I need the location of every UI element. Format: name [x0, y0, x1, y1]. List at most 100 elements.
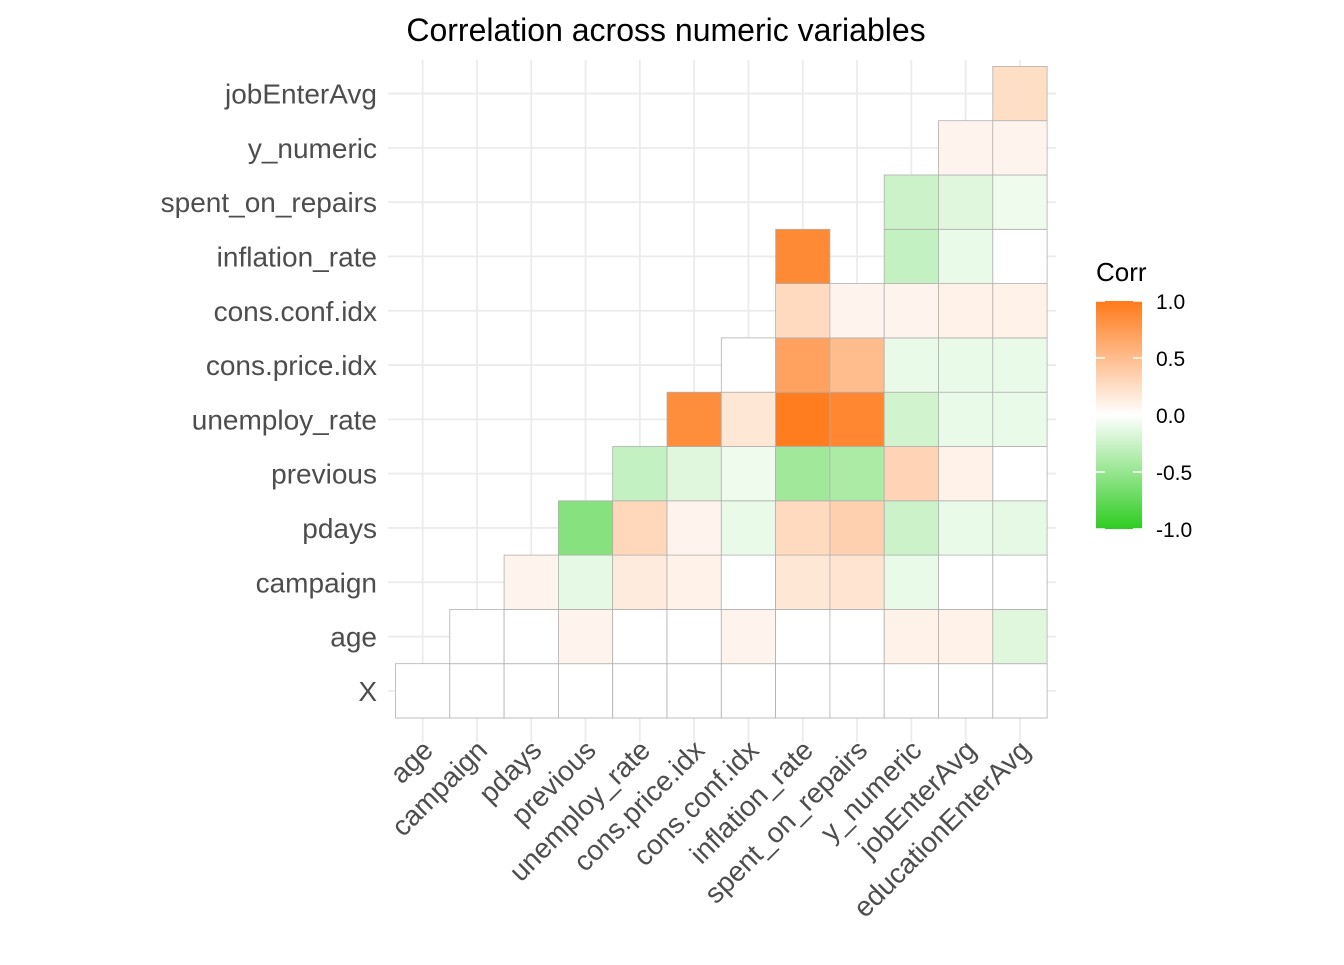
heatmap-cell: [938, 554, 994, 610]
heatmap-cell: [883, 554, 939, 610]
legend-tick-label: 0.0: [1156, 405, 1185, 428]
heatmap-cell: [720, 609, 776, 665]
heatmap-cell: [992, 228, 1048, 285]
heatmap-cell: [612, 609, 668, 665]
heatmap-cell: [775, 283, 831, 339]
heatmap-cell: [720, 663, 776, 719]
y-tick-label: jobEnterAvg: [224, 79, 377, 110]
heatmap-cell: [558, 554, 614, 610]
heatmap-cell: [883, 391, 939, 447]
y-tick-label: inflation_rate: [217, 241, 377, 272]
heatmap-cell: [992, 609, 1048, 665]
heatmap-cell: [666, 391, 722, 447]
heatmap-cell: [992, 391, 1048, 447]
heatmap-cell: [775, 500, 831, 556]
heatmap-cell: [883, 174, 939, 230]
heatmap-cells: [395, 66, 1048, 719]
heatmap-cell: [992, 174, 1048, 230]
heatmap-cell: [558, 663, 614, 719]
heatmap-cell: [883, 228, 939, 285]
heatmap-cell: [883, 500, 939, 556]
legend-tick-label: 0.5: [1156, 348, 1185, 371]
legend-tick-label: -1.0: [1156, 519, 1192, 542]
heatmap-cell: [992, 554, 1048, 610]
heatmap-cell: [992, 283, 1048, 339]
heatmap-cell: [938, 500, 994, 556]
heatmap-cell: [775, 554, 831, 610]
heatmap-cell: [992, 500, 1048, 556]
heatmap-cell: [938, 283, 994, 339]
heatmap-cell: [883, 337, 939, 393]
legend-tick-label: 1.0: [1156, 291, 1185, 314]
heatmap-cell: [992, 663, 1048, 719]
heatmap-cell: [612, 446, 668, 502]
heatmap-cell: [612, 500, 668, 556]
y-tick-label: cons.price.idx: [206, 350, 377, 381]
x-axis-tick-labels: agecampaignpdayspreviousunemploy_ratecon…: [384, 734, 1036, 923]
heatmap-cell: [775, 337, 831, 393]
heatmap-cell: [883, 609, 939, 665]
heatmap-cell: [775, 609, 831, 665]
legend-ticks: 1.0 0.5 0.0 -0.5 -1.0: [1096, 291, 1192, 542]
heatmap-cell: [612, 663, 668, 719]
y-tick-label: unemploy_rate: [192, 404, 377, 435]
heatmap-cell: [775, 446, 831, 502]
heatmap-cell: [449, 609, 505, 665]
y-tick-label: previous: [271, 459, 377, 490]
legend-tick-label: -0.5: [1156, 462, 1192, 485]
y-tick-label: age: [330, 622, 377, 653]
heatmap-cell: [666, 446, 722, 502]
heatmap-cell: [829, 446, 885, 502]
y-tick-label: y_numeric: [248, 133, 377, 164]
heatmap-cell: [938, 120, 994, 176]
heatmap-cell: [449, 663, 505, 719]
heatmap-cell: [720, 391, 776, 447]
y-tick-label: cons.conf.idx: [214, 296, 377, 327]
heatmap-cell: [558, 609, 614, 665]
heatmap-cell: [829, 663, 885, 719]
y-tick-label: spent_on_repairs: [161, 187, 377, 218]
y-tick-label: pdays: [302, 513, 377, 544]
heatmap-cell: [992, 66, 1048, 122]
heatmap-cell: [666, 663, 722, 719]
heatmap-cell: [720, 554, 776, 610]
y-tick-label: campaign: [256, 567, 377, 598]
legend: Corr 1.0 0.5 0.0 -0.5 -1.0: [1096, 257, 1192, 542]
legend-title: Corr: [1096, 257, 1147, 287]
heatmap-cell: [829, 554, 885, 610]
heatmap-cell: [558, 500, 614, 556]
heatmap-cell: [503, 554, 559, 610]
heatmap-cell: [720, 337, 776, 393]
heatmap-cell: [775, 391, 831, 447]
chart-title: Correlation across numeric variables: [406, 12, 925, 48]
heatmap-cell: [829, 337, 885, 393]
heatmap-cell: [666, 500, 722, 556]
heatmap-cell: [938, 391, 994, 447]
heatmap-cell: [938, 609, 994, 665]
heatmap-cell: [883, 446, 939, 502]
heatmap-cell: [503, 609, 559, 665]
heatmap-cell: [829, 283, 885, 339]
heatmap-cell: [666, 609, 722, 665]
heatmap-cell: [612, 554, 668, 610]
heatmap-cell: [720, 446, 776, 502]
heatmap-cell: [992, 337, 1048, 393]
heatmap-cell: [938, 446, 994, 502]
heatmap-cell: [938, 663, 994, 719]
heatmap-cell: [829, 500, 885, 556]
heatmap-cell: [829, 609, 885, 665]
heatmap-cell: [720, 500, 776, 556]
heatmap-cell: [829, 391, 885, 447]
heatmap-cell: [395, 663, 451, 719]
heatmap-cell: [992, 446, 1048, 502]
heatmap-cell: [666, 554, 722, 610]
heatmap-cell: [938, 228, 994, 285]
heatmap-cell: [503, 663, 559, 719]
heatmap-cell: [883, 663, 939, 719]
heatmap-cell: [775, 228, 831, 285]
heatmap-cell: [992, 120, 1048, 176]
y-tick-label: X: [358, 676, 377, 707]
heatmap-cell: [938, 174, 994, 230]
